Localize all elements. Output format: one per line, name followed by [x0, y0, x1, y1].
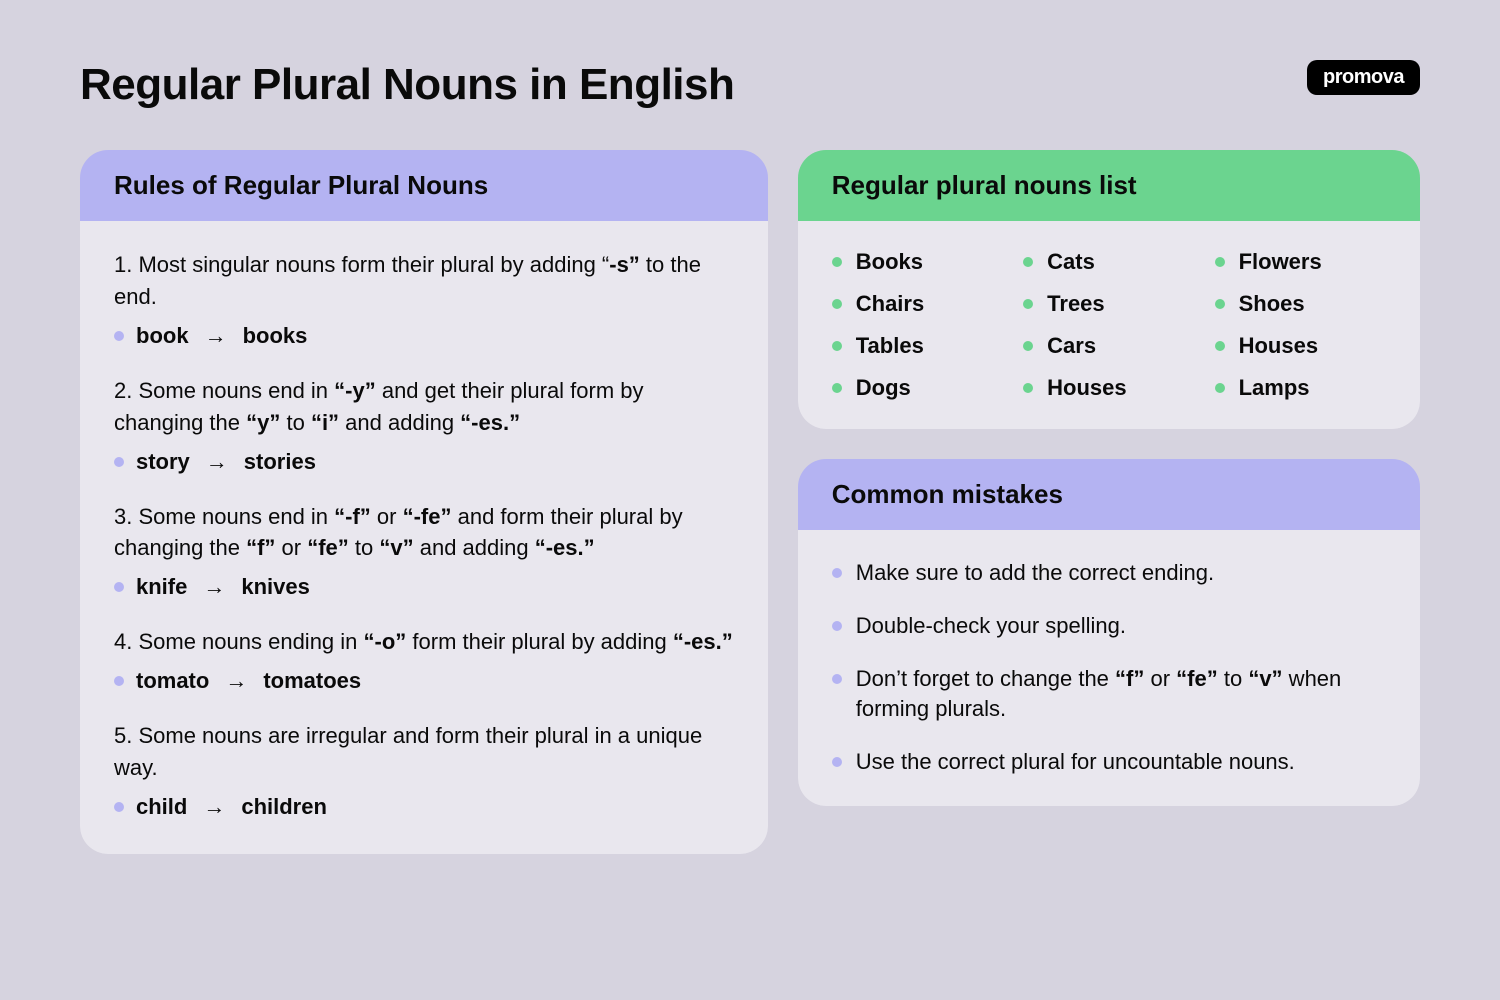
content-columns: Rules of Regular Plural Nouns 1. Most si…	[80, 150, 1420, 854]
noun-item: Cars	[1023, 333, 1194, 359]
bullet-icon	[114, 331, 124, 341]
rule-example: story→stories	[114, 449, 734, 475]
rules-panel: Rules of Regular Plural Nouns 1. Most si…	[80, 150, 768, 854]
noun-item: Flowers	[1215, 249, 1386, 275]
rule-text: 1. Most singular nouns form their plural…	[114, 249, 734, 313]
rules-body: 1. Most singular nouns form their plural…	[80, 221, 768, 854]
header: Regular Plural Nouns in English promova	[80, 60, 1420, 110]
mistake-item: Use the correct plural for uncountable n…	[832, 747, 1386, 778]
mistake-item: Make sure to add the correct ending.	[832, 558, 1386, 589]
noun-item: Books	[832, 249, 1003, 275]
rules-heading: Rules of Regular Plural Nouns	[80, 150, 768, 221]
rule-text: 5. Some nouns are irregular and form the…	[114, 720, 734, 784]
bullet-icon	[114, 676, 124, 686]
bullet-icon	[1215, 383, 1225, 393]
rule-item: 1. Most singular nouns form their plural…	[114, 249, 734, 349]
bullet-icon	[832, 257, 842, 267]
bullet-icon	[1023, 383, 1033, 393]
page-title: Regular Plural Nouns in English	[80, 60, 734, 110]
right-column: Regular plural nouns list Books Cats Flo…	[798, 150, 1420, 854]
rule-item: 4. Some nouns ending in “-o” form their …	[114, 626, 734, 694]
bullet-icon	[1215, 341, 1225, 351]
bullet-icon	[1215, 257, 1225, 267]
bullet-icon	[832, 674, 842, 684]
bullet-icon	[114, 802, 124, 812]
rule-text: 2. Some nouns end in “-y” and get their …	[114, 375, 734, 439]
noun-item: Trees	[1023, 291, 1194, 317]
rule-item: 5. Some nouns are irregular and form the…	[114, 720, 734, 820]
bullet-icon	[832, 383, 842, 393]
noun-item: Dogs	[832, 375, 1003, 401]
left-column: Rules of Regular Plural Nouns 1. Most si…	[80, 150, 768, 854]
mistake-item: Double-check your spelling.	[832, 611, 1386, 642]
noun-item: Tables	[832, 333, 1003, 359]
rule-example: book→books	[114, 323, 734, 349]
bullet-icon	[114, 457, 124, 467]
mistakes-panel: Common mistakes Make sure to add the cor…	[798, 459, 1420, 806]
nouns-panel: Regular plural nouns list Books Cats Flo…	[798, 150, 1420, 429]
mistake-item: Don’t forget to change the “f” or “fe” t…	[832, 664, 1386, 726]
bullet-icon	[1023, 299, 1033, 309]
bullet-icon	[832, 341, 842, 351]
noun-item: Shoes	[1215, 291, 1386, 317]
mistakes-body: Make sure to add the correct ending. Dou…	[798, 530, 1420, 806]
bullet-icon	[832, 757, 842, 767]
bullet-icon	[1023, 341, 1033, 351]
rule-example: child→children	[114, 794, 734, 820]
noun-item: Houses	[1023, 375, 1194, 401]
bullet-icon	[832, 299, 842, 309]
rule-item: 3. Some nouns end in “-f” or “-fe” and f…	[114, 501, 734, 601]
noun-item: Lamps	[1215, 375, 1386, 401]
mistakes-heading: Common mistakes	[798, 459, 1420, 530]
nouns-body: Books Cats Flowers Chairs Trees Shoes Ta…	[798, 221, 1420, 429]
nouns-heading: Regular plural nouns list	[798, 150, 1420, 221]
rule-text: 3. Some nouns end in “-f” or “-fe” and f…	[114, 501, 734, 565]
noun-item: Houses	[1215, 333, 1386, 359]
bullet-icon	[832, 568, 842, 578]
bullet-icon	[832, 621, 842, 631]
rule-item: 2. Some nouns end in “-y” and get their …	[114, 375, 734, 475]
bullet-icon	[114, 582, 124, 592]
noun-item: Cats	[1023, 249, 1194, 275]
rule-example: tomato→tomatoes	[114, 668, 734, 694]
rule-example: knife→knives	[114, 574, 734, 600]
noun-item: Chairs	[832, 291, 1003, 317]
bullet-icon	[1215, 299, 1225, 309]
mistakes-list: Make sure to add the correct ending. Dou…	[832, 558, 1386, 778]
logo-badge: promova	[1307, 60, 1420, 95]
nouns-grid: Books Cats Flowers Chairs Trees Shoes Ta…	[832, 249, 1386, 401]
bullet-icon	[1023, 257, 1033, 267]
rule-text: 4. Some nouns ending in “-o” form their …	[114, 626, 734, 658]
